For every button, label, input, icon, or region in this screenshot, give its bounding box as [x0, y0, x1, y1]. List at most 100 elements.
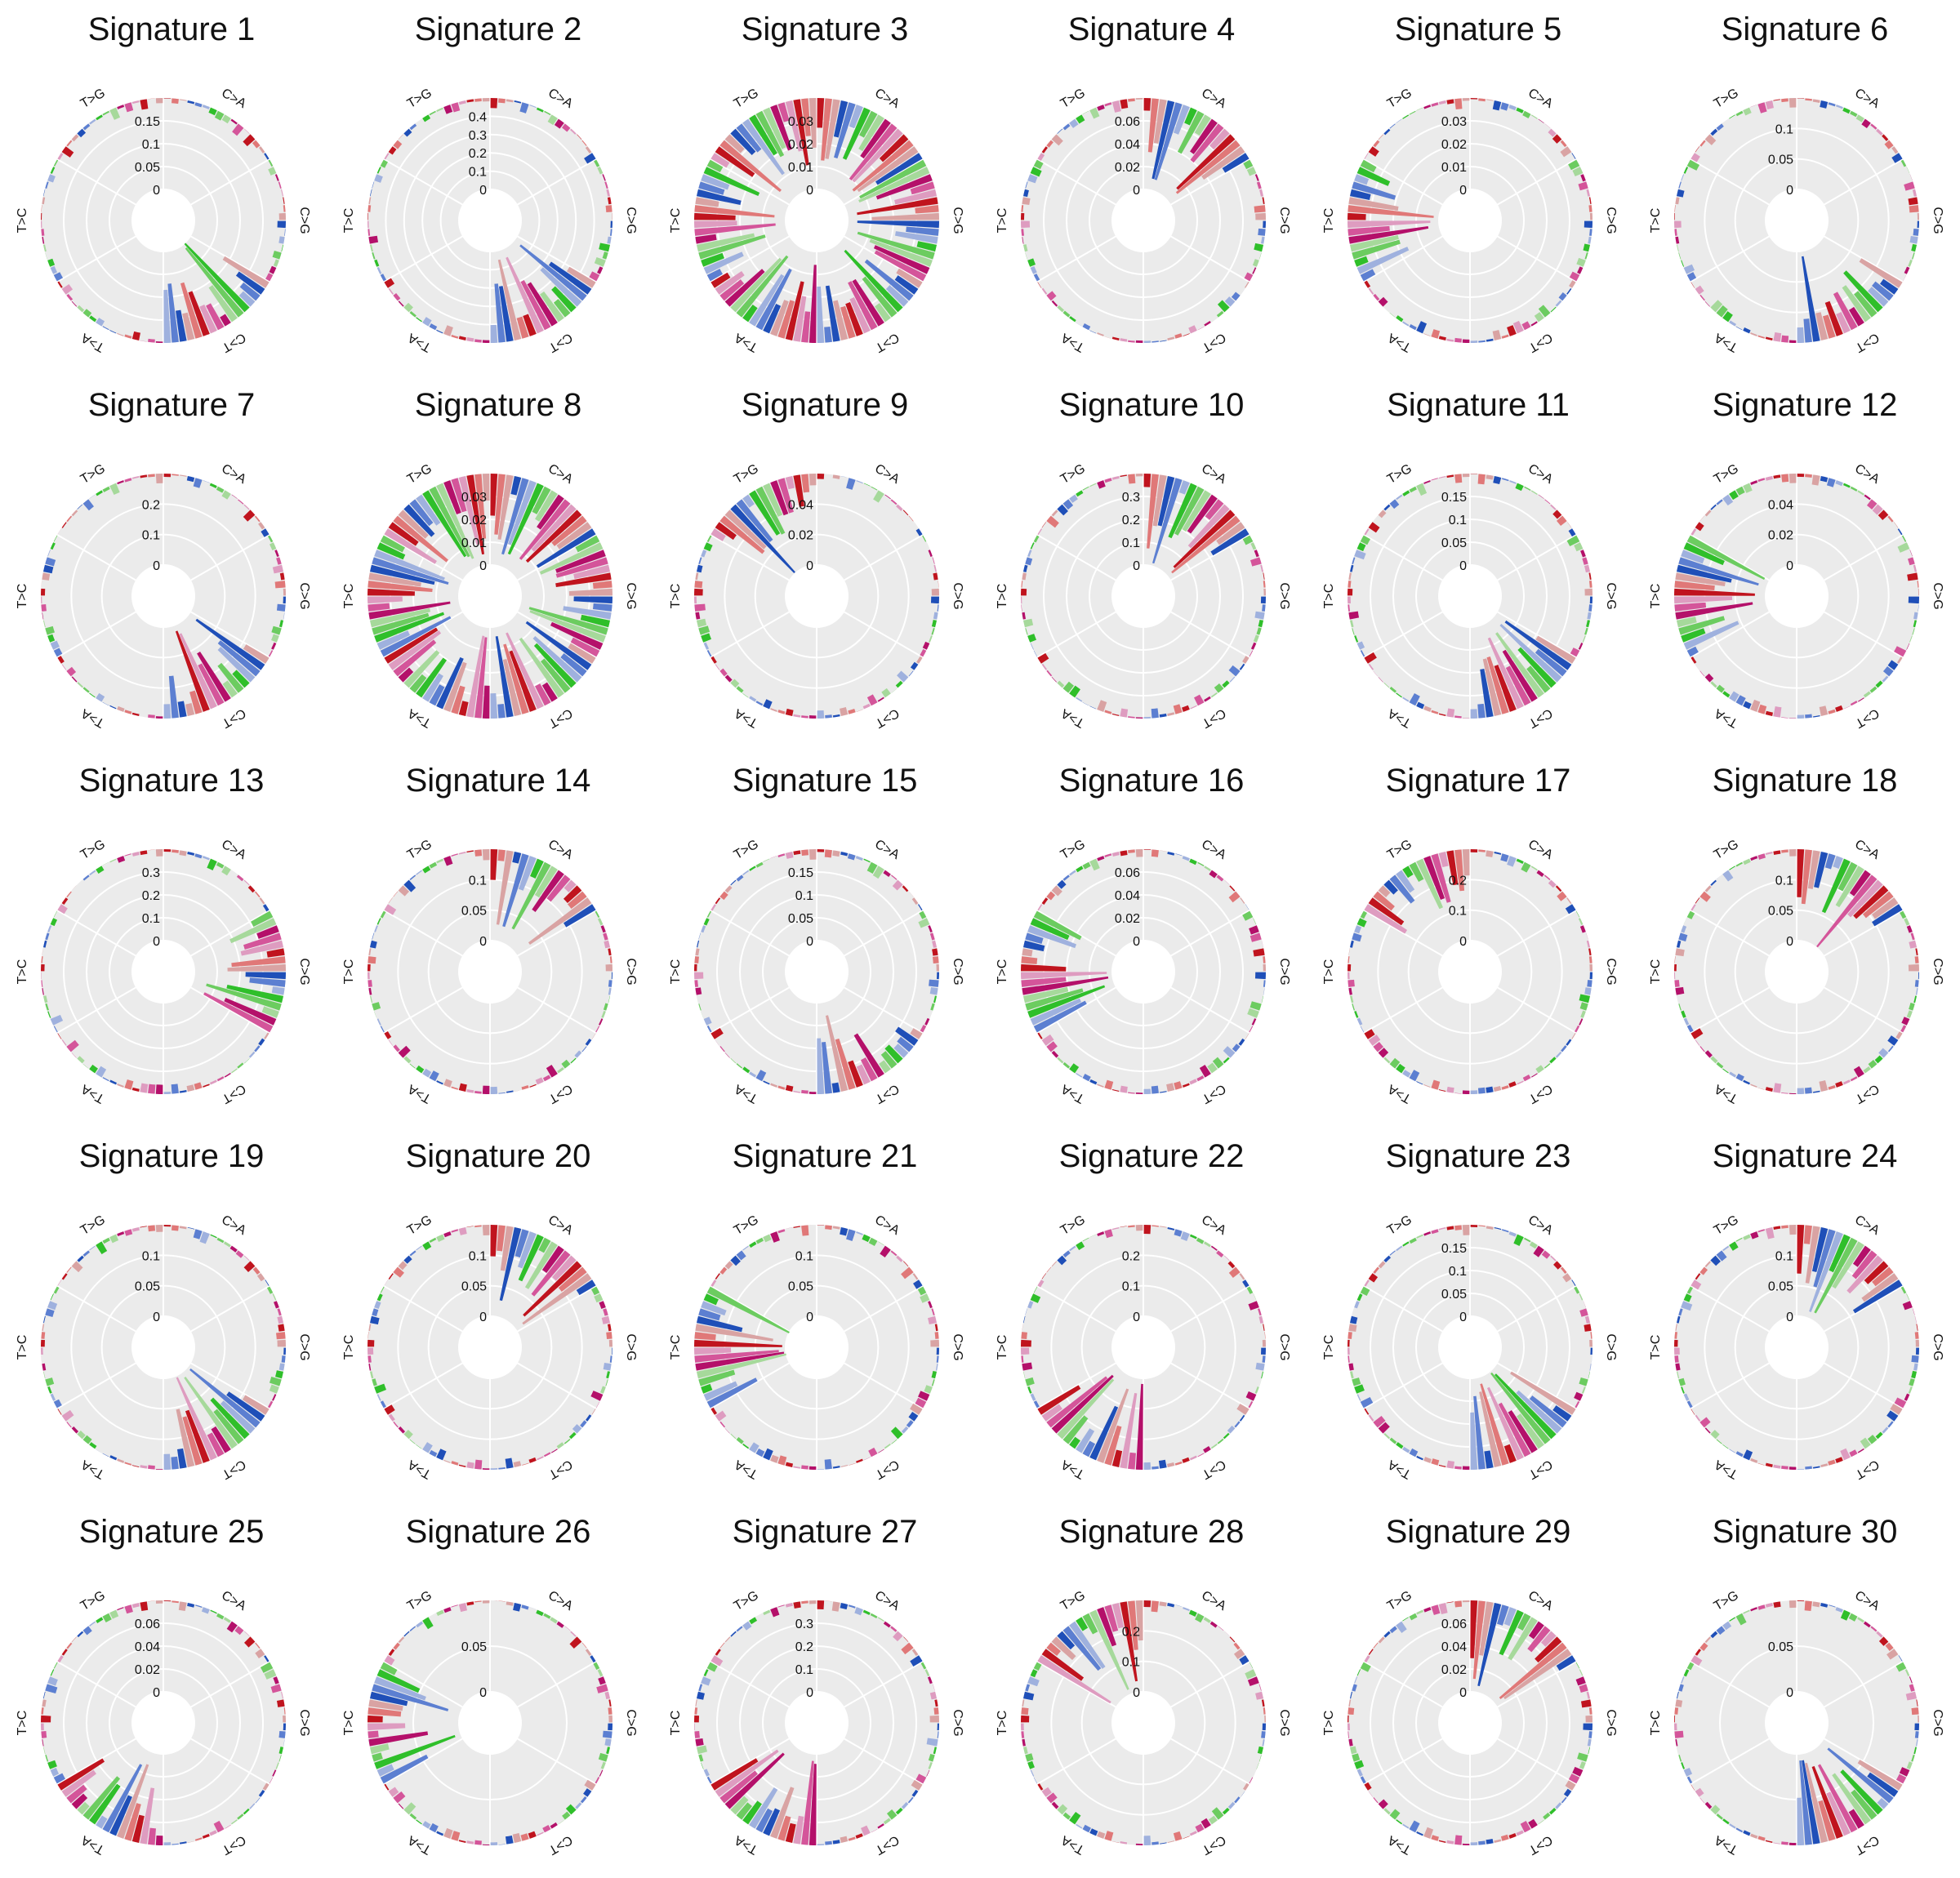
tick-label: 0.1 — [1775, 122, 1793, 136]
category-label: T>G — [1058, 1589, 1088, 1614]
category-label: T>A — [1712, 1457, 1740, 1481]
context-bar — [809, 849, 817, 860]
category-label: T>A — [732, 330, 760, 354]
tick-label: 0.05 — [1768, 1280, 1793, 1294]
context-bar — [483, 1225, 490, 1235]
context-bar — [1144, 1462, 1152, 1470]
context-bar — [1789, 849, 1797, 857]
context-bar — [491, 1087, 498, 1094]
category-label: T>G — [1385, 87, 1414, 112]
tick-label: 0.02 — [1115, 161, 1140, 175]
context-bar — [1590, 972, 1592, 980]
context-bar — [1264, 1716, 1266, 1723]
context-bar — [604, 1738, 611, 1746]
radial-chart: 00.050.1C>AC>GC>TT>AT>CT>G — [335, 817, 645, 1127]
category-label: T>C — [16, 208, 29, 234]
panel-title: Signature 10 — [988, 387, 1315, 424]
panel-title: Signature 5 — [1315, 11, 1642, 48]
category-label: T>A — [1058, 1081, 1087, 1106]
context-bar — [1261, 597, 1266, 604]
radial-chart: 00.020.04C>AC>GC>TT>AT>CT>G — [1642, 441, 1952, 751]
context-bar — [1144, 1836, 1152, 1845]
tick-label: 0.1 — [142, 138, 160, 152]
context-bar — [1781, 474, 1788, 482]
context-bar — [368, 1348, 373, 1355]
context-bar — [809, 715, 817, 719]
context-bar — [1589, 1340, 1592, 1347]
context-bar — [156, 1600, 163, 1604]
context-bar — [793, 1601, 800, 1609]
radial-chart: 00.050.1C>AC>GC>TT>AT>CT>G — [1642, 817, 1952, 1127]
context-bar — [1021, 221, 1030, 229]
category-label: C>A — [872, 87, 902, 112]
category-label: T>G — [78, 1213, 108, 1239]
context-bar — [695, 1738, 703, 1747]
context-bar — [1915, 980, 1919, 987]
tick-label: 0 — [479, 935, 487, 949]
context-bar — [1021, 1348, 1029, 1355]
category-label: C>T — [546, 1457, 574, 1481]
tick-label: 0.2 — [1122, 1249, 1140, 1263]
tick-label: 0.15 — [135, 115, 160, 129]
tick-label: 0.4 — [469, 110, 487, 124]
context-bar — [1128, 474, 1135, 483]
category-label: T>A — [78, 1457, 107, 1481]
panel-title: Signature 6 — [1642, 11, 1960, 48]
tick-label: 0.02 — [1115, 912, 1140, 926]
panel-title: Signature 11 — [1315, 387, 1642, 424]
category-label: C>T — [546, 1832, 574, 1857]
tick-label: 0 — [1133, 1686, 1140, 1700]
tick-label: 0.01 — [461, 536, 487, 550]
context-bar — [1021, 1724, 1024, 1731]
category-label: C>T — [1199, 1832, 1227, 1857]
plot-center — [1439, 1692, 1501, 1754]
tick-label: 0.3 — [142, 866, 160, 880]
category-label: T>G — [1385, 462, 1414, 487]
context-bar — [817, 849, 825, 852]
context-bar — [1789, 1600, 1797, 1608]
context-bar — [1674, 980, 1679, 987]
context-bar — [1348, 589, 1352, 596]
plot-center — [459, 941, 521, 1003]
category-label: C>T — [1526, 330, 1554, 354]
context-bar — [172, 98, 179, 104]
context-bar — [1789, 1225, 1797, 1235]
tick-label: 0 — [1459, 559, 1467, 573]
context-bar — [832, 850, 840, 857]
category-label: T>A — [1385, 330, 1414, 354]
tick-label: 0.2 — [1122, 514, 1140, 527]
category-label: T>C — [1649, 959, 1663, 985]
category-label: C>T — [1199, 1081, 1227, 1106]
context-bar — [933, 1707, 938, 1715]
plot-center — [459, 1316, 521, 1378]
category-label: C>G — [1277, 958, 1291, 985]
context-bar — [1789, 1466, 1797, 1470]
context-bar — [1589, 964, 1592, 972]
category-label: C>A — [1526, 462, 1555, 487]
context-bar — [1454, 1835, 1462, 1845]
context-bar — [1674, 1355, 1678, 1363]
context-bar — [491, 98, 498, 108]
tick-label: 0 — [1459, 1686, 1467, 1700]
tick-label: 0.05 — [788, 1280, 813, 1294]
category-label: C>T — [219, 1832, 247, 1857]
category-label: T>A — [1712, 1081, 1740, 1106]
category-label: T>G — [1712, 1213, 1741, 1239]
context-bar — [483, 1600, 490, 1604]
category-label: T>A — [1058, 1457, 1087, 1481]
context-bar — [694, 1731, 700, 1738]
context-bar — [1478, 1088, 1486, 1094]
context-bar — [1789, 98, 1797, 108]
context-bar — [1255, 213, 1266, 220]
category-label: T>A — [1712, 1832, 1740, 1857]
tick-label: 0 — [153, 184, 160, 198]
tick-label: 0.05 — [461, 1640, 487, 1654]
tick-label: 0 — [1786, 935, 1793, 949]
context-bar — [1918, 1716, 1919, 1723]
tick-label: 0.02 — [1441, 1663, 1467, 1677]
tick-label: 0.1 — [142, 529, 160, 543]
category-label: C>G — [1604, 582, 1618, 609]
